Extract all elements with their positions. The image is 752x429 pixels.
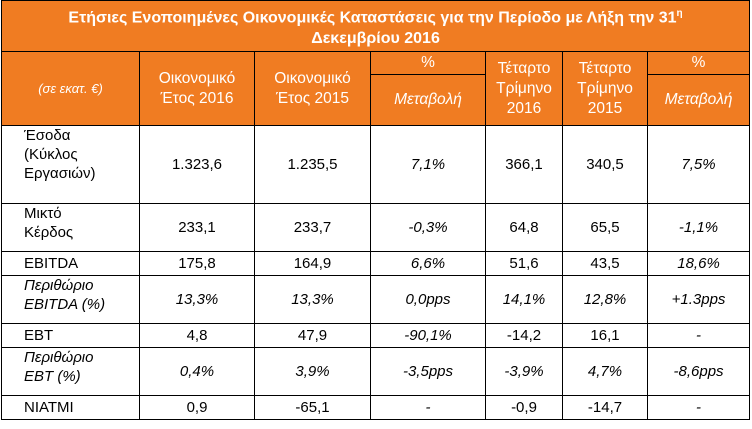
header-change-quarterly: % Μεταβολή [646,51,751,127]
cell: 51,6 [485,251,563,277]
cell: -0,9 [485,395,563,421]
cell: -14,7 [562,395,648,421]
title-line2: Δεκεμβρίου 2016 [311,30,440,48]
cell: 366,1 [485,125,563,205]
cell: 7,1% [370,125,486,205]
row-label: Έσοδα (Κύκλος Εργασιών) [1,125,140,205]
header-fy2016: Οικονομικό Έτος 2016 [139,51,255,127]
cell: -14,2 [485,323,563,349]
cell: 18,6% [646,251,751,277]
cell: 233,7 [254,203,371,253]
unit-label: (σε εκατ. €) [1,51,140,127]
header-change-annual: % Μεταβολή [370,51,486,127]
title-superscript: η [676,8,683,19]
cell: 4,8 [139,323,255,349]
cell: - [646,323,751,349]
cell: 43,5 [562,251,648,277]
cell: 3,9% [254,347,371,397]
table-row: Μικτό Κέρδος 233,1 233,7 -0,3% 64,8 65,5 … [1,203,751,253]
header-fy2015: Οικονομικό Έτος 2015 [254,51,371,127]
cell: -3,5pps [370,347,486,397]
cell: 6,6% [370,251,486,277]
cell: - [370,395,486,421]
cell: 233,1 [139,203,255,253]
table-row: Περιθώριο EBITDA (%) 13,3% 13,3% 0,0pps 1… [1,275,751,325]
cell: 175,8 [139,251,255,277]
row-label: Μικτό Κέρδος [1,203,140,253]
cell: -1,1% [646,203,751,253]
cell: 4,7% [562,347,648,397]
title-line1: Ετήσιες Ενοποιημένες Οικονομικές Καταστά… [68,9,677,27]
row-label: NIATMI [1,395,140,421]
table-row: EBT 4,8 47,9 -90,1% -14,2 16,1 - [1,323,751,349]
cell: 1.323,6 [139,125,255,205]
table-row: NIATMI 0,9 -65,1 - -0,9 -14,7 - [1,395,751,421]
cell: 14,1% [485,275,563,325]
row-label: EBT [1,323,140,349]
cell: +1.3pps [646,275,751,325]
cell: 7,5% [646,125,751,205]
table-row: Περιθώριο EBT (%) 0,4% 3,9% -3,5pps -3,9%… [1,347,751,397]
cell: -65,1 [254,395,371,421]
cell: 13,3% [139,275,255,325]
cell: -3,9% [485,347,563,397]
cell: 1.235,5 [254,125,371,205]
cell: -90,1% [370,323,486,349]
header-q4-2015: Τέταρτο Τρίμηνο 2015 [562,51,648,127]
header-row: (σε εκατ. €) Οικονομικό Έτος 2016 Οικονομ… [1,51,751,127]
cell: 13,3% [254,275,371,325]
cell: - [646,395,751,421]
cell: 64,8 [485,203,563,253]
cell: 16,1 [562,323,648,349]
row-label: Περιθώριο EBITDA (%) [1,275,140,325]
table-row: Έσοδα (Κύκλος Εργασιών) 1.323,6 1.235,5 7,… [1,125,751,205]
cell: 65,5 [562,203,648,253]
cell: -8,6pps [646,347,751,397]
cell: 0,4% [139,347,255,397]
row-label: EBITDA [1,251,140,277]
cell: 164,9 [254,251,371,277]
cell: 0,0pps [370,275,486,325]
cell: 12,8% [562,275,648,325]
table-title: Ετήσιες Ενοποιημένες Οικονομικές Καταστά… [0,0,751,53]
cell: 340,5 [562,125,648,205]
row-label: Περιθώριο EBT (%) [1,347,140,397]
header-q4-2016: Τέταρτο Τρίμηνο 2016 [485,51,563,127]
cell: -0,3% [370,203,486,253]
cell: 47,9 [254,323,371,349]
table-row: EBITDA 175,8 164,9 6,6% 51,6 43,5 18,6% [1,251,751,277]
cell: 0,9 [139,395,255,421]
